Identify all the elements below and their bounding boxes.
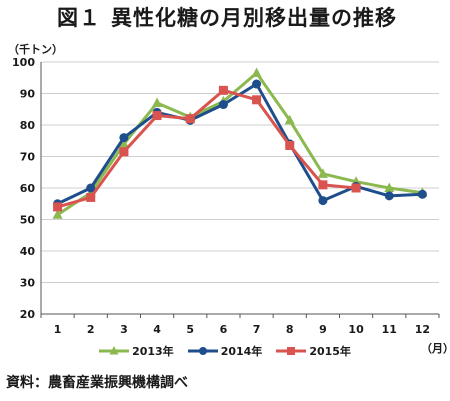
- y-tick-label-80: 80: [20, 119, 36, 132]
- data-point-2013年-8: [284, 114, 295, 125]
- y-tick-label-100: 100: [12, 56, 35, 69]
- x-tick-label-10: 10: [348, 323, 364, 336]
- series-2014年: [53, 79, 427, 209]
- x-tick-label-3: 3: [120, 323, 128, 336]
- data-point-2013年-3: [118, 138, 129, 148]
- data-point-2015年-1: [53, 202, 63, 212]
- data-point-2014年-3: [119, 133, 129, 143]
- data-point-2015年-9: [318, 180, 328, 190]
- x-tick-label-12: 12: [415, 323, 430, 336]
- data-point-2015年-3: [119, 147, 129, 157]
- data-point-2013年-11: [384, 182, 395, 192]
- x-tick-label-2: 2: [87, 323, 95, 336]
- legend-marker-2014年: [198, 347, 207, 355]
- y-tick-label-50: 50: [20, 214, 36, 227]
- data-point-2014年-9: [318, 196, 328, 206]
- chart-legend: 2013年 2014年 2015年: [0, 343, 450, 359]
- source-note: 資料：農畜産業振興機構調べ: [6, 375, 188, 391]
- legend-item-2015年: 2015年: [276, 343, 351, 359]
- x-tick-label-9: 9: [319, 323, 327, 336]
- data-point-2015年-4: [152, 111, 162, 121]
- figure-number: 図１: [57, 6, 101, 30]
- data-point-2013年-4: [152, 97, 163, 107]
- x-tick-label-11: 11: [382, 323, 397, 336]
- y-tick-label-60: 60: [20, 182, 36, 195]
- x-axis-unit: （月）: [421, 342, 450, 355]
- x-tick-label-8: 8: [286, 323, 294, 336]
- y-tick-label-70: 70: [20, 151, 36, 164]
- series-line-2015年: [57, 88, 357, 209]
- figure-title-text: 異性化糖の月別移出量の推移: [111, 6, 397, 30]
- legend-label-2013年: 2013年: [132, 345, 174, 358]
- x-tick-label-7: 7: [253, 323, 261, 336]
- legend-label-2014年: 2014年: [220, 345, 263, 358]
- y-tick-label-90: 90: [20, 88, 36, 101]
- data-point-2013年-9: [317, 168, 328, 178]
- legend-item-2014年: 2014年: [187, 343, 263, 359]
- legend-item-2013年: 2013年: [99, 343, 174, 359]
- legend-key-2013年: [99, 346, 130, 355]
- y-tick-label-20: 20: [20, 308, 36, 321]
- data-point-2014年-2: [86, 183, 96, 193]
- data-point-2014年-6: [218, 100, 228, 110]
- x-tick-label-6: 6: [220, 323, 228, 336]
- data-point-2014年-7: [252, 79, 262, 89]
- y-tick-label-40: 40: [20, 245, 36, 258]
- data-point-2015年-2: [86, 192, 96, 202]
- data-point-2015年-10: [351, 183, 361, 193]
- x-tick-label-5: 5: [186, 323, 194, 336]
- series-2015年: [53, 85, 361, 212]
- data-point-2015年-6: [218, 85, 228, 95]
- data-point-2013年-7: [251, 67, 262, 78]
- legend-key-2014年: [187, 347, 218, 355]
- legend-marker-2015年: [287, 347, 296, 355]
- data-point-2015年-8: [285, 140, 295, 150]
- series-2013年: [52, 67, 428, 219]
- data-point-2014年-11: [384, 191, 394, 201]
- data-point-2015年-7: [252, 95, 262, 105]
- legend-marker-2013年: [109, 346, 119, 355]
- series-line-2014年: [56, 82, 423, 206]
- chart-title: 図１ 異性化糖の月別移出量の推移: [0, 2, 450, 32]
- data-point-2014年-12: [417, 189, 427, 199]
- y-tick-label-30: 30: [20, 277, 36, 290]
- series-line-2013年: [56, 71, 423, 217]
- data-point-2015年-5: [185, 114, 195, 124]
- y-axis-unit: （千トン）: [8, 43, 63, 56]
- legend-label-2015年: 2015年: [309, 345, 351, 358]
- x-tick-label-1: 1: [54, 323, 62, 336]
- legend-key-2015年: [276, 347, 307, 355]
- x-tick-label-4: 4: [153, 323, 161, 336]
- data-point-2013年-1: [52, 209, 63, 219]
